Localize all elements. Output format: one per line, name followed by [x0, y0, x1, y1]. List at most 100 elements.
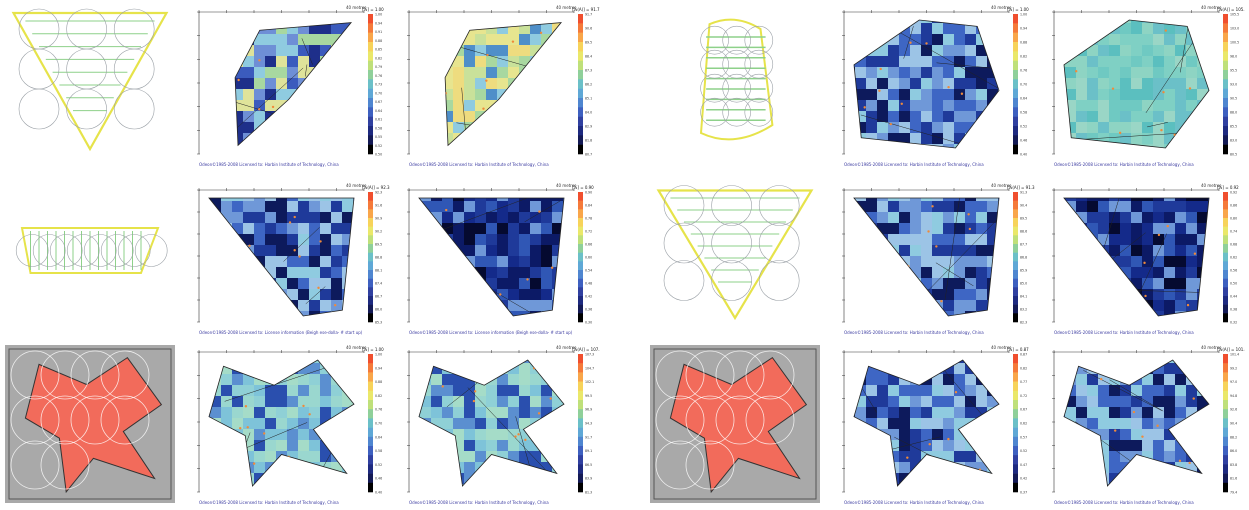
- scale-tick-label: 0.72: [585, 230, 592, 234]
- heatmap-cell: [965, 111, 976, 122]
- heatmap-cell: [1064, 89, 1065, 100]
- heatmap-cell: [563, 374, 564, 385]
- heatmap-cell: [1109, 133, 1120, 144]
- heatmap-cell: [877, 56, 888, 67]
- scale-tick-label: 0.94: [375, 366, 382, 370]
- heatmap-cell: [541, 256, 552, 267]
- heatmap-cell: [1153, 407, 1164, 418]
- heatmap-cell: [210, 451, 221, 462]
- heatmap-cell: [1131, 256, 1142, 267]
- heatmap-cell: [287, 201, 298, 212]
- heatmap-cell: [1197, 440, 1208, 451]
- receiver-point: [1157, 233, 1161, 237]
- scale-tick-label: 0.74: [1230, 230, 1237, 234]
- heatmap-cell: [541, 78, 552, 89]
- heatmap-cell: [921, 440, 932, 451]
- floor-plan-oval-plan: [650, 5, 820, 165]
- heatmap-cell: [254, 45, 265, 56]
- software-credit: Odeon©1985-2008 Licensed to: Harbin Inst…: [409, 500, 549, 505]
- heatmap-cell: [965, 198, 976, 201]
- heatmap-cell: [921, 484, 932, 486]
- heatmap-cell: [541, 407, 552, 418]
- heatmap-cell: [309, 22, 320, 23]
- heatmap-cell: [1197, 374, 1208, 385]
- scale-tick-label: 81.6: [1230, 477, 1237, 481]
- heatmap-cell: [431, 278, 442, 289]
- heatmap-cell: [331, 300, 342, 311]
- heatmap-cell: [563, 89, 574, 100]
- heatmap-cell: [854, 234, 855, 245]
- heatmap-cell: [1065, 67, 1076, 78]
- heatmap-cell: [309, 223, 320, 234]
- heatmap-cell: [342, 144, 352, 146]
- heatmap-cell: [987, 111, 998, 122]
- heatmap-cell: [541, 473, 552, 484]
- heatmap-cell: [276, 198, 287, 201]
- heatmap-cell: [265, 144, 276, 146]
- scale-tick-label: 88.4: [585, 55, 592, 59]
- heatmap-cell: [199, 23, 210, 34]
- heatmap-cell: [309, 198, 320, 201]
- heatmap-cell: [1153, 245, 1164, 256]
- heatmap-cell: [1208, 89, 1209, 100]
- heatmap-cell: [309, 234, 320, 245]
- heatmap-cell: [1087, 473, 1098, 484]
- heatmap-cell: [419, 256, 420, 267]
- heatmap-cell: [442, 289, 453, 300]
- heatmap-cell: [265, 198, 276, 201]
- heatmap-cell: [1142, 278, 1153, 289]
- heatmap-cell: [530, 89, 541, 100]
- heatmap-cell: [1142, 89, 1153, 100]
- heatmap-cell: [298, 78, 309, 89]
- heatmap-cell: [287, 45, 298, 56]
- heatmap-cell: [331, 245, 342, 256]
- heatmap-cell: [497, 311, 508, 316]
- heatmap-cell: [854, 111, 855, 122]
- heatmap-cell: [552, 473, 563, 484]
- heatmap-cell: [298, 133, 309, 144]
- heatmap-cell: [1120, 201, 1131, 212]
- scale-tick-label: 90.2: [375, 230, 382, 234]
- heatmap-cell: [921, 20, 932, 23]
- heatmap-cell: [276, 289, 287, 300]
- heatmap-cell: [910, 78, 921, 89]
- heatmap-cell: [932, 245, 943, 256]
- heatmap-cell: [254, 34, 265, 45]
- heatmap-cell: [1087, 360, 1098, 363]
- heatmap-cell: [1087, 300, 1098, 311]
- scale-swatch: [578, 14, 583, 24]
- scale-tick-label: 82.9: [585, 125, 592, 129]
- heatmap-cell: [976, 311, 987, 316]
- heatmap-cell: [221, 374, 232, 385]
- heatmap-cell: [998, 100, 999, 111]
- scale-swatch: [578, 235, 583, 245]
- heatmap-cell: [1065, 234, 1076, 245]
- heatmap-cell: [342, 100, 352, 111]
- heatmap-cell: [1076, 374, 1087, 385]
- heatmap-cell: [877, 67, 888, 78]
- heatmap-cell: [298, 418, 309, 429]
- scale-swatch: [578, 192, 583, 201]
- heatmap-cell: [232, 311, 243, 316]
- heatmap-cell: [1065, 34, 1076, 45]
- heatmap-cell: [209, 234, 210, 245]
- heatmap-cell: [1109, 300, 1120, 311]
- receiver-point: [252, 462, 256, 465]
- scale-tick-label: 0.90: [585, 191, 592, 195]
- heatmap-cell: [486, 473, 497, 484]
- heatmap-cell: [221, 23, 232, 34]
- heatmap-cell: [910, 223, 921, 234]
- heatmap-cell: [287, 133, 298, 144]
- heatmap-cell: [1076, 396, 1087, 407]
- scale-swatch: [578, 126, 583, 136]
- heatmap-cell: [475, 462, 486, 473]
- heatmap-cell: [899, 20, 910, 23]
- heatmap-cell: [442, 267, 453, 278]
- scale-swatch: [1013, 296, 1018, 305]
- heatmap-cell: [309, 245, 320, 256]
- heatmap-cell: [877, 451, 888, 462]
- heatmap-cell: [1197, 23, 1208, 34]
- heatmap-cell: [965, 451, 976, 462]
- section-line: [426, 223, 440, 262]
- heatmap-cell: [243, 360, 254, 363]
